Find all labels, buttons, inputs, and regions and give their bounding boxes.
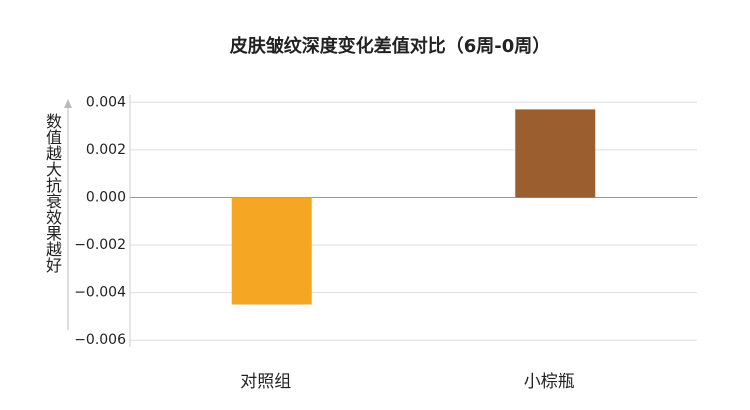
y-tick-label: 0.004 bbox=[86, 94, 126, 110]
y-tick-label: 0.002 bbox=[86, 142, 126, 158]
y-tick-label: 0.000 bbox=[86, 189, 126, 205]
axis-arrow-head bbox=[64, 99, 72, 108]
x-tick-label: 对照组 bbox=[240, 372, 291, 392]
chart-title: 皮肤皱纹深度变化差值对比（6周-0周） bbox=[230, 35, 551, 57]
y-tick-label: −0.004 bbox=[74, 285, 126, 301]
y-axis-label: 数值越大抗衰效果越好 bbox=[43, 113, 62, 273]
bar bbox=[231, 197, 312, 305]
bar bbox=[515, 109, 596, 198]
y-tick-label: −0.002 bbox=[74, 237, 126, 253]
x-tick-label: 小棕瓶 bbox=[524, 372, 575, 392]
y-tick-label: −0.006 bbox=[74, 332, 126, 348]
